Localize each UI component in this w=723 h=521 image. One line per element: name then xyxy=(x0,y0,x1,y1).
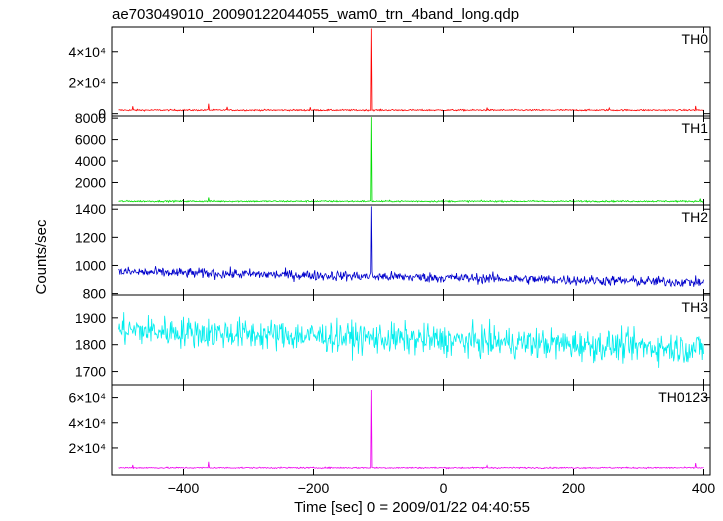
y-tick-label: 1000 xyxy=(75,257,106,273)
y-tick-label: 6000 xyxy=(75,132,106,148)
y-axis-label: Counts/sec xyxy=(33,219,50,295)
y-tick-label: 1200 xyxy=(75,229,106,245)
y-tick-label: 1400 xyxy=(75,201,106,217)
y-tick-label: 2×10⁴ xyxy=(68,75,106,91)
chart-title: ae703049010_20090122044055_wam0_trn_4ban… xyxy=(112,6,519,23)
panel-frame-th2 xyxy=(111,204,711,296)
y-tick-label: 2000 xyxy=(75,174,106,190)
series-line-th0123 xyxy=(118,390,704,470)
y-tick-label: 800 xyxy=(83,286,107,302)
panel-frame-th1 xyxy=(111,115,711,206)
panel-label: TH3 xyxy=(682,299,709,315)
y-tick-label: 1800 xyxy=(75,337,106,353)
series-line-th2 xyxy=(118,206,704,288)
y-tick-label: 4000 xyxy=(75,153,106,169)
y-tick-label: 8000 xyxy=(75,110,106,126)
series-line-th3 xyxy=(118,312,704,368)
panel-frame-th0 xyxy=(111,26,711,117)
panel-label: TH0 xyxy=(682,31,709,47)
series-line-th1 xyxy=(118,117,704,204)
panel-label: TH2 xyxy=(682,209,709,225)
y-tick-label: 6×10⁴ xyxy=(68,390,106,406)
y-tick-label: 2×10⁴ xyxy=(68,440,106,456)
x-tick-label: −200 xyxy=(298,480,330,496)
panels-group: 02×10⁴4×10⁴TH02000400060008000TH18001000… xyxy=(68,26,716,496)
series-line-th0 xyxy=(118,28,704,112)
y-tick-label: 4×10⁴ xyxy=(68,415,106,431)
panel-frame-th0123 xyxy=(111,384,711,476)
x-tick-label: 400 xyxy=(692,480,716,496)
y-tick-label: 4×10⁴ xyxy=(68,44,106,60)
y-tick-label: 1900 xyxy=(75,310,106,326)
panel-label: TH1 xyxy=(682,120,709,136)
x-tick-label: 200 xyxy=(562,480,586,496)
y-tick-label: 1700 xyxy=(75,364,106,380)
x-axis-label: Time [sec] 0 = 2009/01/22 04:40:55 xyxy=(294,499,530,516)
y-tick-label: 0 xyxy=(98,106,106,122)
x-tick-label: −400 xyxy=(168,480,200,496)
panel-label: TH0123 xyxy=(658,389,708,405)
x-tick-label: 0 xyxy=(440,480,448,496)
